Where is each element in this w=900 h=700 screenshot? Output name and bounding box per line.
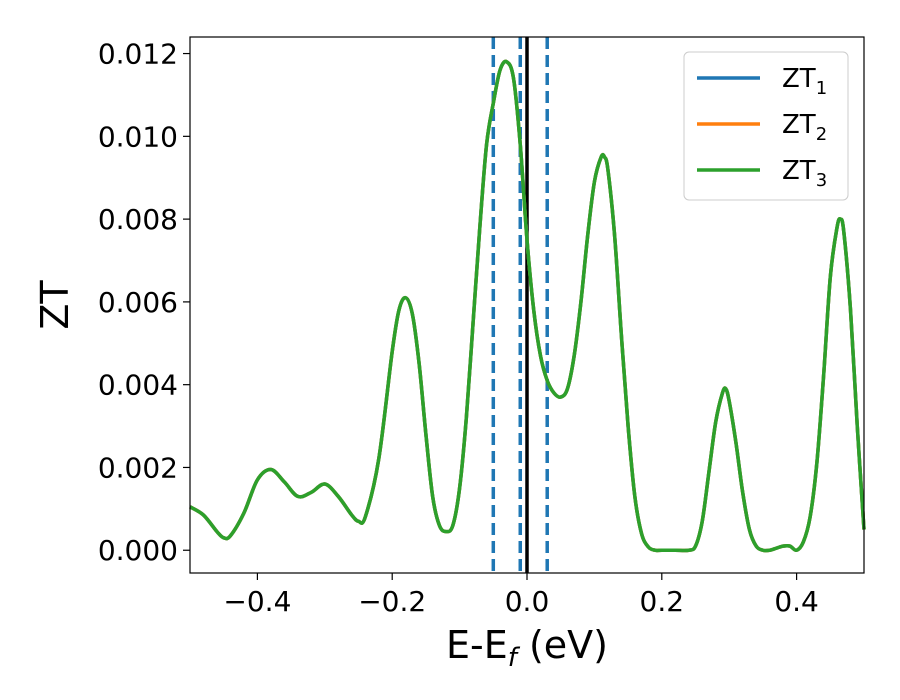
x-tick-label: 0.2 [640, 585, 685, 618]
legend-label-zt2: ZT2 [782, 110, 827, 145]
y-tick-label: 0.008 [98, 203, 178, 236]
x-ticks: −0.4 −0.2 0.0 0.2 0.4 [223, 573, 819, 618]
x-axis-label: E-Ef (eV) [446, 623, 608, 673]
x-tick-label: −0.2 [358, 585, 426, 618]
y-tick-label: 0.000 [98, 534, 178, 567]
series-lines [189, 59, 866, 553]
legend-box [683, 51, 849, 201]
series-line-zt3 [189, 59, 866, 553]
y-tick-label: 0.010 [98, 120, 178, 153]
y-tick-label: 0.006 [98, 286, 178, 319]
reference-lines [491, 37, 549, 573]
x-tick-label: −0.4 [223, 585, 291, 618]
y-tick-label: 0.002 [98, 451, 178, 484]
y-ticks: 0.000 0.002 0.004 0.006 0.008 0.010 0.012 [98, 38, 190, 567]
x-tick-label: 0.0 [505, 585, 550, 618]
x-tick-label: 0.4 [774, 585, 819, 618]
y-axis-label: ZT [33, 280, 77, 330]
legend-label-zt3: ZT3 [782, 156, 827, 191]
y-tick-label: 0.012 [98, 38, 178, 71]
y-tick-label: 0.004 [98, 369, 178, 402]
legend-label-zt1: ZT1 [782, 64, 827, 99]
legend: ZT1 ZT2 ZT3 [683, 51, 849, 201]
